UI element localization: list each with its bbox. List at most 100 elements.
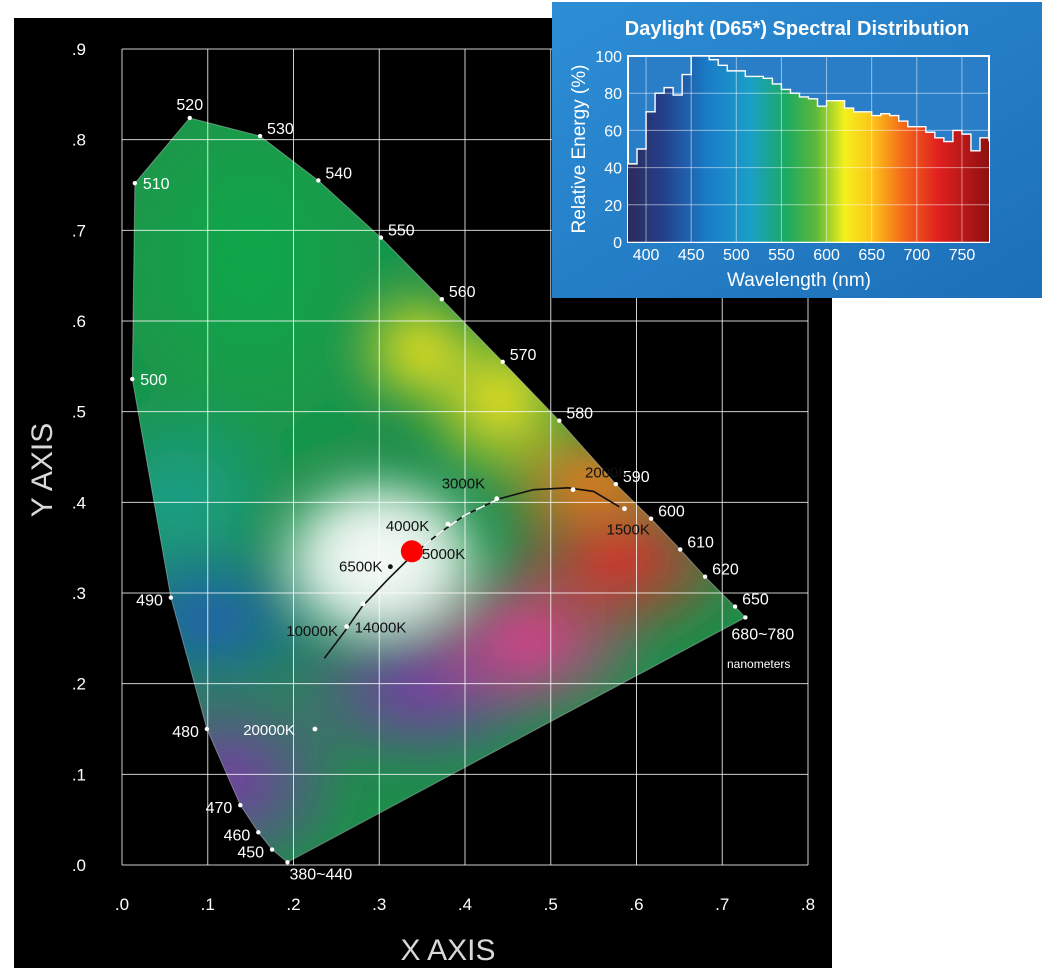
color-temperature-label: 6500K <box>339 559 382 576</box>
x-tick-label: .2 <box>286 895 300 914</box>
color-temperature-dot <box>494 496 500 502</box>
inset-y-tick-label: 80 <box>604 86 622 103</box>
wavelength-label: 680~780 <box>731 626 794 643</box>
wavelength-dot <box>130 376 135 382</box>
wavelength-markers: 380~440450460470480490500510520530540550… <box>130 97 794 883</box>
y-axis-label: Y AXIS <box>26 423 59 518</box>
inset-title: Daylight (D65*) Spectral Distribution <box>625 18 970 40</box>
inset-y-axis-label: Relative Energy (%) <box>569 65 590 234</box>
wavelength-dot <box>702 574 708 579</box>
planckian-locus-dashed-segment <box>413 497 500 555</box>
y-tick-label: .6 <box>72 312 86 331</box>
wavelength-label: 570 <box>510 347 537 364</box>
inset-x-tick-labels: 400 450 500 550 600 650 700 750 <box>633 247 976 264</box>
inset-x-tick-label: 550 <box>768 247 795 264</box>
y-tick-label: .7 <box>72 221 86 240</box>
wavelength-dot <box>269 847 275 852</box>
color-temperature-dot <box>360 601 366 607</box>
wavelength-label: 590 <box>623 469 650 486</box>
y-tick-label: .5 <box>72 403 86 422</box>
spectral-distribution-inset: Daylight (D65*) Spectral Distribution 40… <box>552 2 1042 298</box>
wavelength-label: 600 <box>658 504 685 521</box>
wavelength-dot <box>439 297 445 302</box>
y-tick-label: .4 <box>72 493 86 512</box>
color-temperature-label: 10000K <box>286 623 338 640</box>
wavelength-dot <box>257 133 263 139</box>
inset-x-tick-label: 750 <box>949 247 976 264</box>
x-tick-label: .1 <box>201 895 215 914</box>
wavelength-dot <box>648 516 654 521</box>
wavelength-label: 480 <box>172 724 199 741</box>
wavelength-label: 460 <box>224 827 251 844</box>
color-temperature-dot <box>344 624 350 629</box>
wavelength-dot <box>168 595 174 600</box>
inset-y-tick-labels: 0 20 40 60 80 100 <box>595 49 622 252</box>
inset-y-tick-label: 40 <box>604 161 622 178</box>
wavelength-dot <box>678 547 683 552</box>
wavelength-dot <box>378 235 384 240</box>
wavelength-dot <box>316 178 321 183</box>
wavelength-dot <box>732 604 738 609</box>
inset-y-tick-label: 100 <box>595 49 622 66</box>
wavelength-dot <box>187 115 192 121</box>
inset-x-tick-label: 400 <box>633 247 660 264</box>
highlight-point <box>400 540 423 563</box>
color-temperature-label: 20000K <box>243 722 295 739</box>
wavelength-label: 620 <box>712 562 739 579</box>
color-temperature-label: 4000K <box>386 518 429 535</box>
wavelength-label: 530 <box>267 121 294 138</box>
wavelength-dot <box>500 359 505 364</box>
spectrum-outline <box>628 55 990 165</box>
color-temperature-label: 3000K <box>442 476 485 493</box>
wavelength-dot <box>238 802 243 808</box>
wavelength-dot <box>204 726 210 732</box>
wavelength-label: 500 <box>140 372 167 389</box>
inset-x-tick-label: 450 <box>678 247 705 264</box>
wavelength-dot <box>256 830 261 835</box>
wavelength-label: 610 <box>687 534 714 551</box>
x-tick-label: .8 <box>801 895 815 914</box>
wavelength-dot <box>743 615 748 620</box>
color-temperature-label: 1500K <box>606 522 649 539</box>
x-tick-label: .6 <box>629 895 643 914</box>
y-tick-label: .1 <box>72 765 86 784</box>
wavelength-dot <box>132 180 138 186</box>
x-tick-label: .4 <box>458 895 472 914</box>
color-temperature-dot <box>622 506 627 512</box>
wavelength-label: 450 <box>237 845 264 862</box>
x-tick-label: .7 <box>715 895 729 914</box>
x-tick-label: .3 <box>372 895 386 914</box>
x-tick-label: .0 <box>115 895 129 914</box>
color-temperature-dot <box>387 564 393 570</box>
y-tick-label: .8 <box>72 131 86 150</box>
y-tick-label: .0 <box>72 856 86 875</box>
color-temperature-label: 5000K <box>422 546 465 563</box>
color-temperature-markers: 1500K 2000K 3000K 4000K 5000K 6500K 10000K 1400… <box>243 465 650 739</box>
inset-x-axis-label: Wavelength (nm) <box>727 270 871 291</box>
wavelength-dot <box>557 418 562 423</box>
wavelength-dot <box>613 482 619 487</box>
wavelength-label: 650 <box>742 592 769 609</box>
y-tick-label: .2 <box>72 675 86 694</box>
inset-y-tick-label: 20 <box>604 198 622 215</box>
color-temperature-label: 14000K <box>355 620 407 637</box>
inset-y-tick-label: 0 <box>613 235 622 252</box>
inset-y-tick-label: 60 <box>604 123 622 140</box>
wavelength-label: 580 <box>566 406 593 423</box>
wavelength-label: 470 <box>206 800 233 817</box>
range-note: nanometers <box>727 657 790 671</box>
y-tick-label: .3 <box>72 584 86 603</box>
wavelength-dot <box>285 860 290 865</box>
spectral-locus-outline <box>131 117 747 863</box>
y-tick-label: .9 <box>72 40 86 59</box>
color-temperature-dot <box>312 726 318 732</box>
inset-x-tick-label: 500 <box>723 247 750 264</box>
color-temperature-label: 2000K <box>585 465 628 482</box>
color-temperature-dot <box>445 521 451 527</box>
inset-x-tick-label: 600 <box>813 247 840 264</box>
x-tick-label: .5 <box>544 895 558 914</box>
wavelength-label: 380~440 <box>289 866 352 883</box>
wavelength-label: 540 <box>325 165 352 182</box>
y-tick-labels: .0 .1 .2 .3 .4 .5 .6 .7 .8 .9 <box>72 40 86 875</box>
wavelength-label: 550 <box>388 223 415 240</box>
